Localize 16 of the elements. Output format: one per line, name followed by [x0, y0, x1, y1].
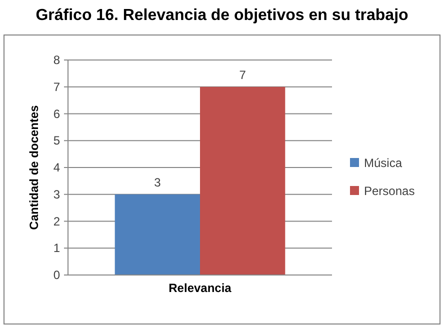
- y-tick-label: 5: [53, 134, 60, 148]
- y-tick-label: 3: [53, 187, 60, 202]
- y-tick-label: 8: [53, 53, 60, 67]
- y-tick-label: 0: [53, 268, 60, 282]
- y-tick-label: 7: [53, 80, 60, 94]
- y-tick-label: 2: [53, 214, 60, 228]
- data-label: 7: [239, 68, 246, 82]
- chart-title: Gráfico 16. Relevancia de objetivos en su trabajo: [36, 7, 409, 24]
- y-tick-label: 6: [53, 106, 60, 121]
- y-axis-title: Cantidad de docentes: [27, 104, 41, 230]
- legend-label: Música: [364, 156, 402, 170]
- legend-label: Personas: [364, 184, 415, 198]
- x-axis-title: Relevancia: [168, 281, 232, 295]
- data-label: 3: [154, 175, 162, 190]
- y-tick-label: 4: [53, 160, 60, 174]
- y-tick-label: 1: [53, 241, 60, 256]
